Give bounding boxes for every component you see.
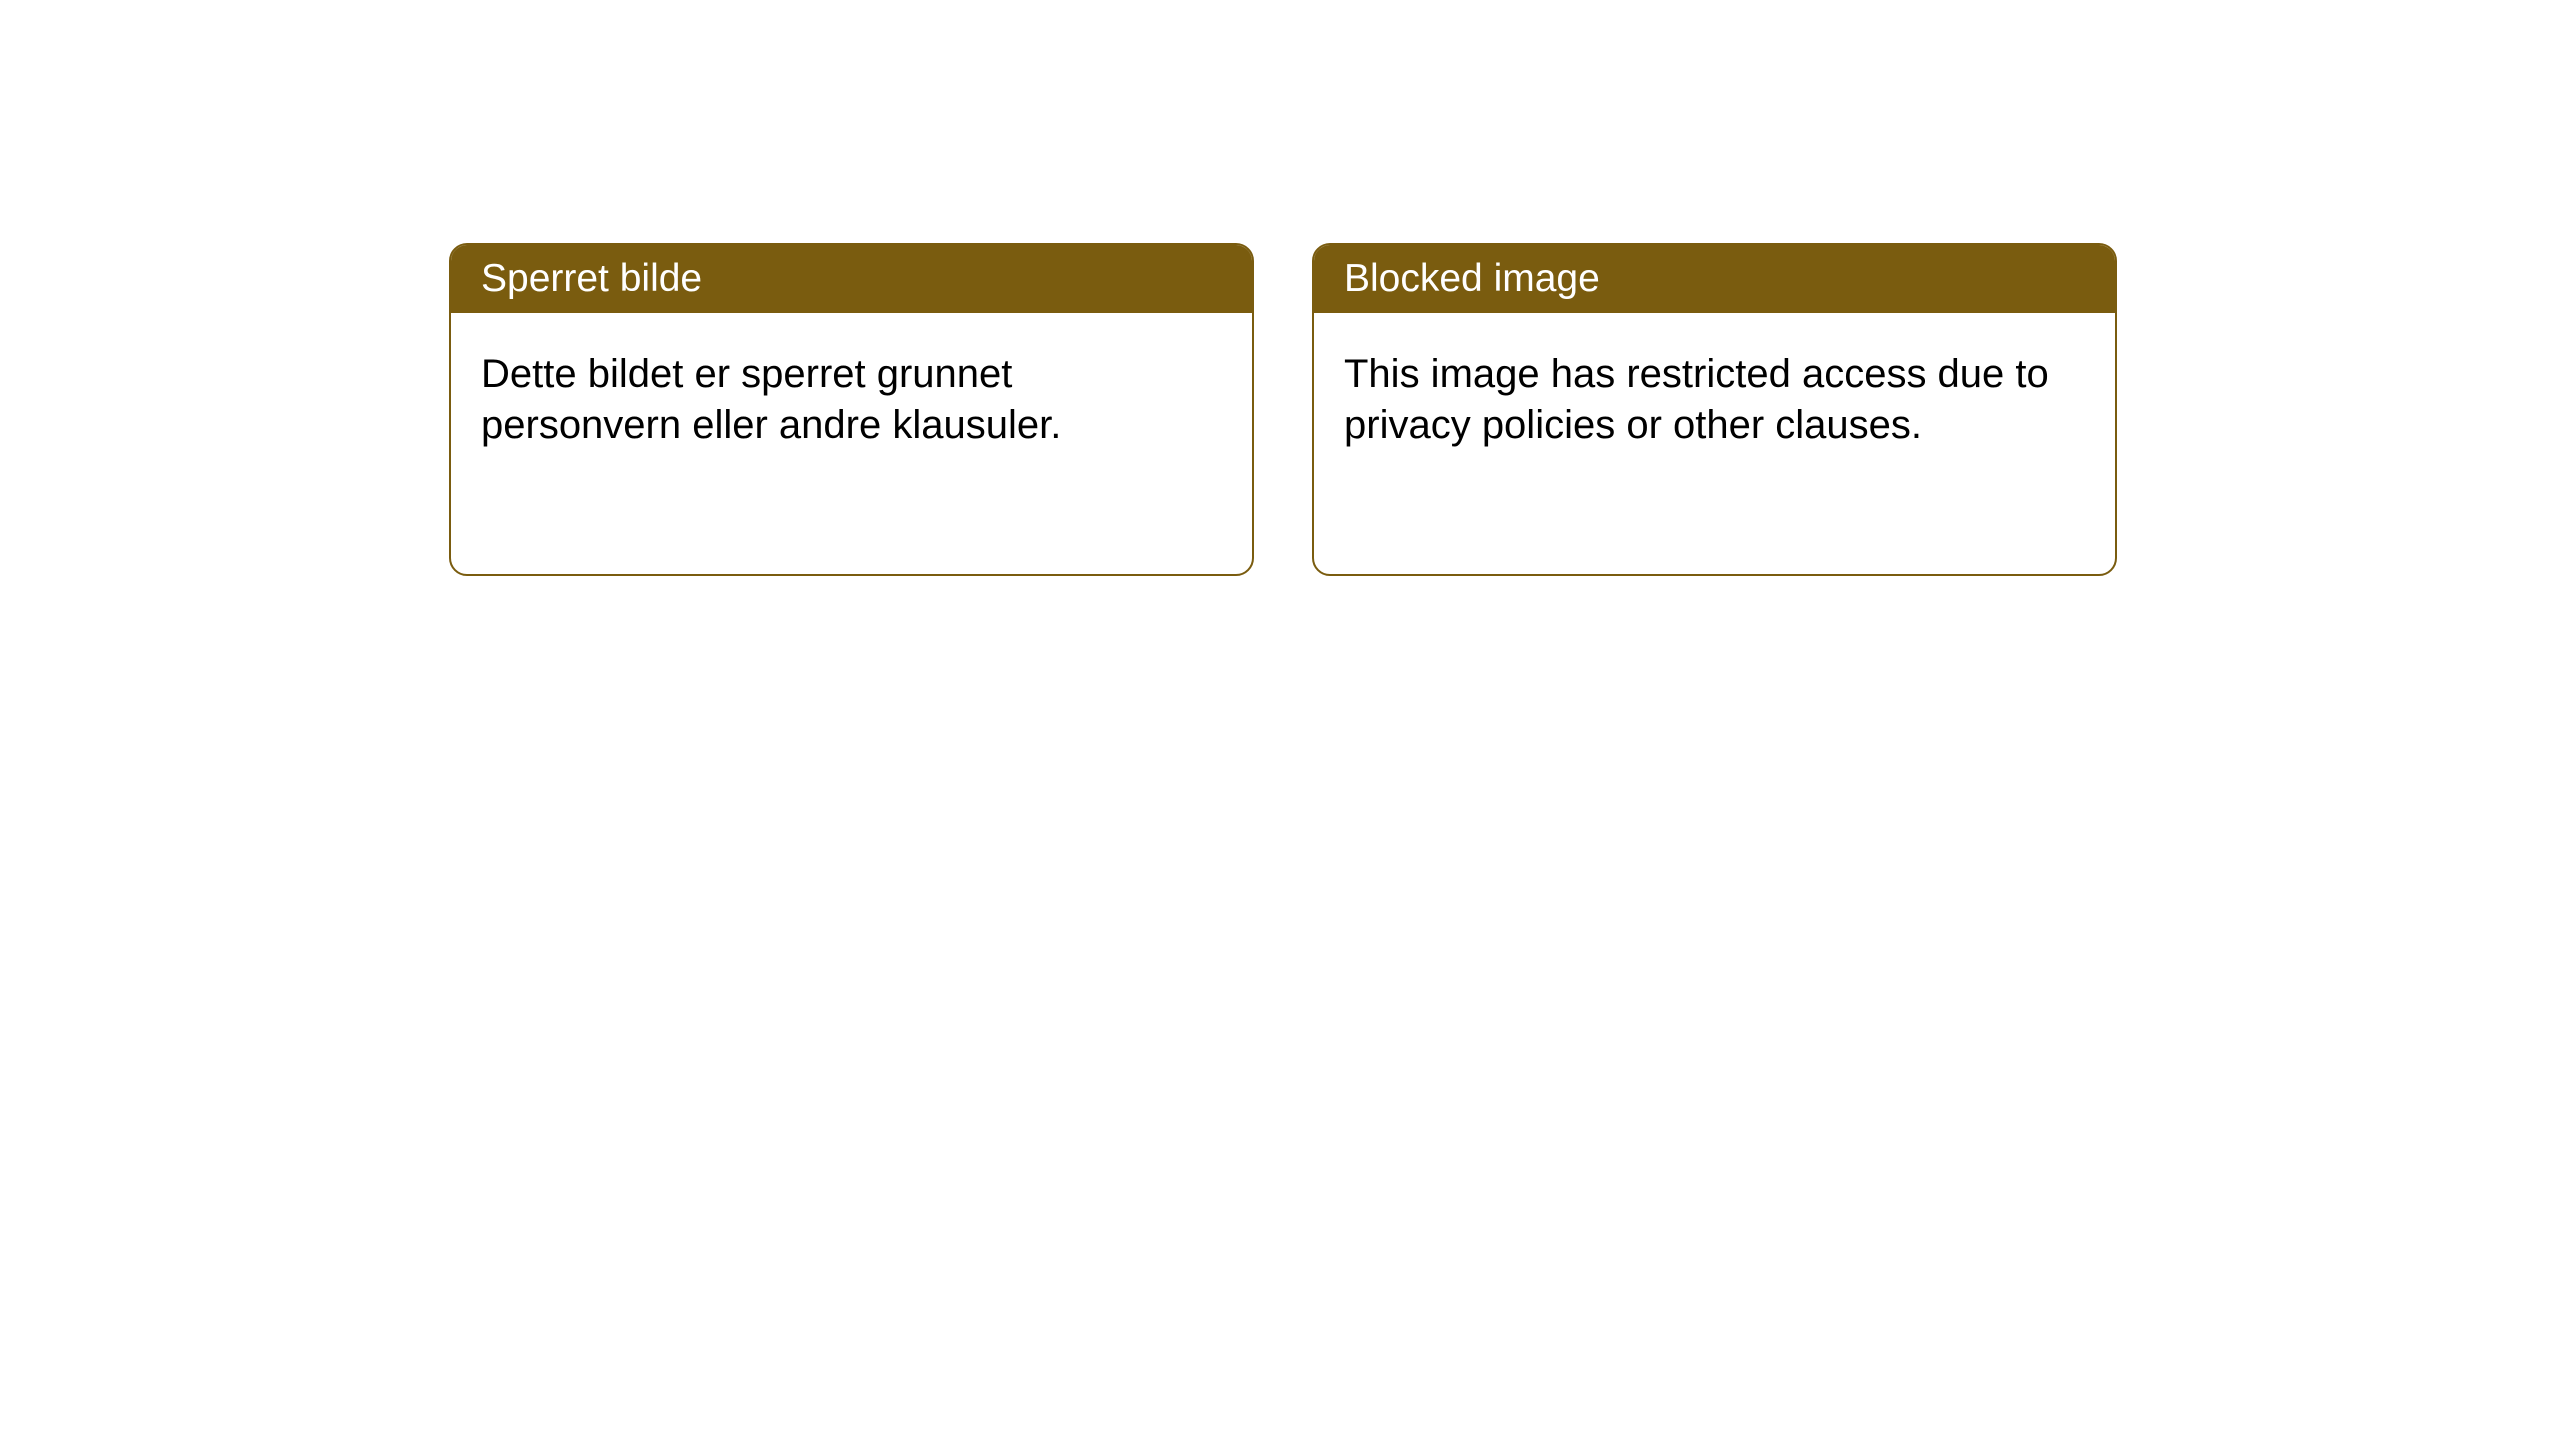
notice-header: Sperret bilde (451, 245, 1252, 313)
notice-header: Blocked image (1314, 245, 2115, 313)
notice-body: This image has restricted access due to … (1314, 313, 2115, 487)
notice-text: Dette bildet er sperret grunnet personve… (481, 352, 1061, 447)
notice-box-norwegian: Sperret bilde Dette bildet er sperret gr… (449, 243, 1254, 576)
notice-box-english: Blocked image This image has restricted … (1312, 243, 2117, 576)
notices-container: Sperret bilde Dette bildet er sperret gr… (0, 0, 2560, 576)
notice-text: This image has restricted access due to … (1344, 352, 2049, 447)
notice-body: Dette bildet er sperret grunnet personve… (451, 313, 1252, 487)
notice-title: Sperret bilde (481, 257, 702, 300)
notice-title: Blocked image (1344, 257, 1600, 300)
